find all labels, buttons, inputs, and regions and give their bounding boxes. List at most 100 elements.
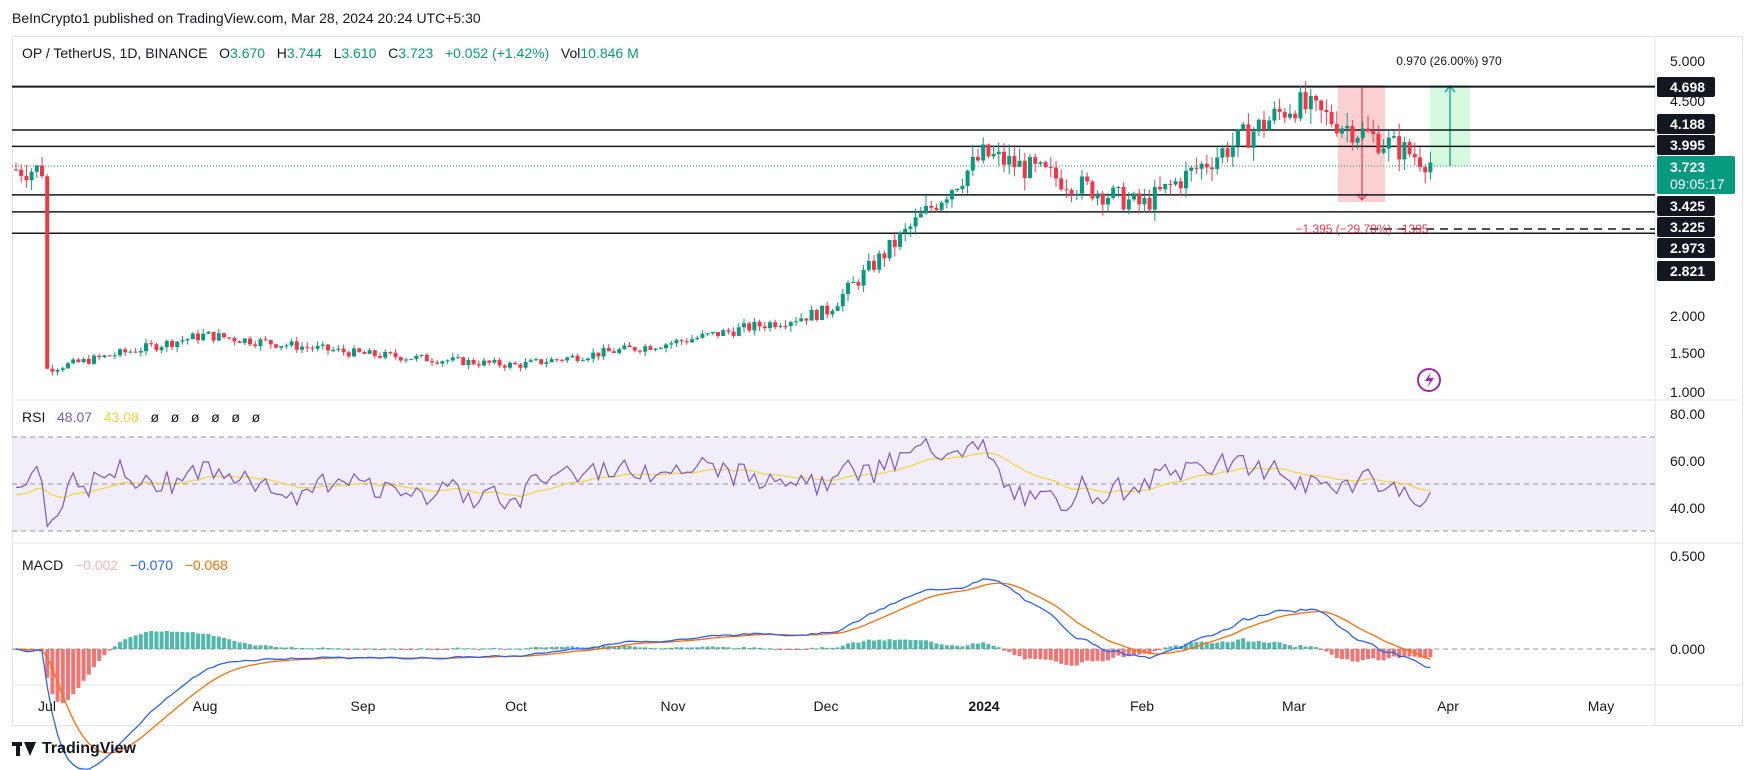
candle[interactable] — [216, 333, 221, 341]
candle[interactable] — [716, 331, 720, 336]
candle[interactable] — [1324, 110, 1329, 113]
candle[interactable] — [398, 357, 403, 361]
candle[interactable] — [300, 346, 304, 350]
candle[interactable] — [81, 358, 86, 363]
candle[interactable] — [346, 352, 351, 357]
candle[interactable] — [1080, 176, 1084, 194]
candle[interactable] — [1251, 131, 1256, 148]
candle[interactable] — [1199, 163, 1204, 169]
candle[interactable] — [1303, 92, 1308, 110]
candle[interactable] — [1334, 124, 1339, 134]
candle[interactable] — [565, 357, 570, 361]
candle[interactable] — [1126, 199, 1131, 210]
candle[interactable] — [1121, 186, 1126, 210]
candle[interactable] — [1158, 186, 1162, 190]
candle[interactable] — [809, 309, 814, 321]
candle[interactable] — [50, 368, 55, 372]
candle[interactable] — [71, 359, 76, 364]
candle[interactable] — [1022, 160, 1027, 178]
candle[interactable] — [263, 339, 268, 341]
candle[interactable] — [736, 327, 741, 336]
candle[interactable] — [1366, 128, 1370, 132]
candle[interactable] — [1111, 187, 1116, 198]
candle[interactable] — [1262, 119, 1266, 130]
candle[interactable] — [710, 331, 715, 334]
candle[interactable] — [372, 350, 377, 356]
candle[interactable] — [643, 346, 648, 352]
candle[interactable] — [14, 169, 18, 171]
candle[interactable] — [388, 351, 393, 354]
candle[interactable] — [352, 348, 356, 357]
candle[interactable] — [274, 344, 278, 348]
candle[interactable] — [456, 357, 460, 359]
candle[interactable] — [289, 341, 294, 346]
candle[interactable] — [794, 321, 798, 323]
candle[interactable] — [903, 228, 908, 233]
candle[interactable] — [1381, 148, 1386, 153]
candle[interactable] — [414, 355, 419, 360]
candle[interactable] — [237, 341, 242, 343]
candle[interactable] — [617, 349, 622, 353]
candle[interactable] — [627, 345, 632, 348]
candle[interactable] — [700, 333, 705, 338]
candle[interactable] — [1345, 125, 1350, 129]
candle[interactable] — [45, 176, 50, 369]
candle[interactable] — [918, 213, 923, 218]
candle[interactable] — [40, 165, 44, 177]
candle[interactable] — [1360, 128, 1365, 138]
candle[interactable] — [419, 354, 424, 356]
candle[interactable] — [591, 352, 596, 359]
candle[interactable] — [1184, 170, 1188, 189]
candle[interactable] — [341, 348, 346, 353]
candle[interactable] — [294, 341, 299, 350]
candle[interactable] — [502, 365, 507, 368]
candle[interactable] — [1204, 163, 1209, 168]
candle[interactable] — [726, 330, 731, 332]
candle[interactable] — [1152, 186, 1157, 210]
candle[interactable] — [1220, 148, 1225, 158]
candle[interactable] — [840, 294, 845, 307]
candle[interactable] — [1272, 108, 1277, 121]
candle[interactable] — [175, 341, 180, 348]
candle[interactable] — [190, 333, 195, 340]
candle[interactable] — [950, 190, 954, 200]
candle[interactable] — [1095, 193, 1100, 199]
candle[interactable] — [284, 345, 289, 347]
candle[interactable] — [1256, 119, 1261, 132]
candle[interactable] — [1428, 162, 1433, 173]
candle[interactable] — [1147, 197, 1152, 210]
candle[interactable] — [830, 310, 835, 315]
candle[interactable] — [861, 269, 866, 286]
candle[interactable] — [1100, 193, 1105, 205]
candle[interactable] — [144, 343, 148, 352]
candle[interactable] — [549, 359, 554, 363]
candle[interactable] — [1412, 154, 1417, 158]
candle[interactable] — [674, 340, 679, 344]
candle[interactable] — [872, 261, 876, 270]
candle[interactable] — [86, 358, 91, 364]
candle[interactable] — [492, 359, 497, 363]
candle[interactable] — [1386, 137, 1391, 149]
candle[interactable] — [1225, 148, 1230, 157]
candle[interactable] — [622, 345, 627, 350]
candle[interactable] — [523, 361, 528, 368]
candle[interactable] — [170, 340, 174, 348]
candle[interactable] — [757, 321, 762, 327]
candle[interactable] — [1282, 111, 1287, 118]
candle[interactable] — [206, 331, 211, 334]
candle[interactable] — [211, 331, 216, 341]
candle[interactable] — [1074, 193, 1079, 195]
candle[interactable] — [362, 351, 367, 354]
candle[interactable] — [1423, 167, 1428, 173]
candle[interactable] — [1308, 96, 1313, 110]
candle[interactable] — [279, 346, 284, 348]
candle[interactable] — [1002, 151, 1006, 165]
candle[interactable] — [367, 350, 372, 354]
candle[interactable] — [440, 361, 445, 364]
candle[interactable] — [232, 338, 237, 342]
macd-legend[interactable]: MACD −0.002 −0.070 −0.068 — [22, 557, 228, 573]
candle[interactable] — [1314, 96, 1318, 101]
candle[interactable] — [320, 344, 325, 346]
candle[interactable] — [196, 333, 200, 341]
candle[interactable] — [1142, 197, 1147, 205]
